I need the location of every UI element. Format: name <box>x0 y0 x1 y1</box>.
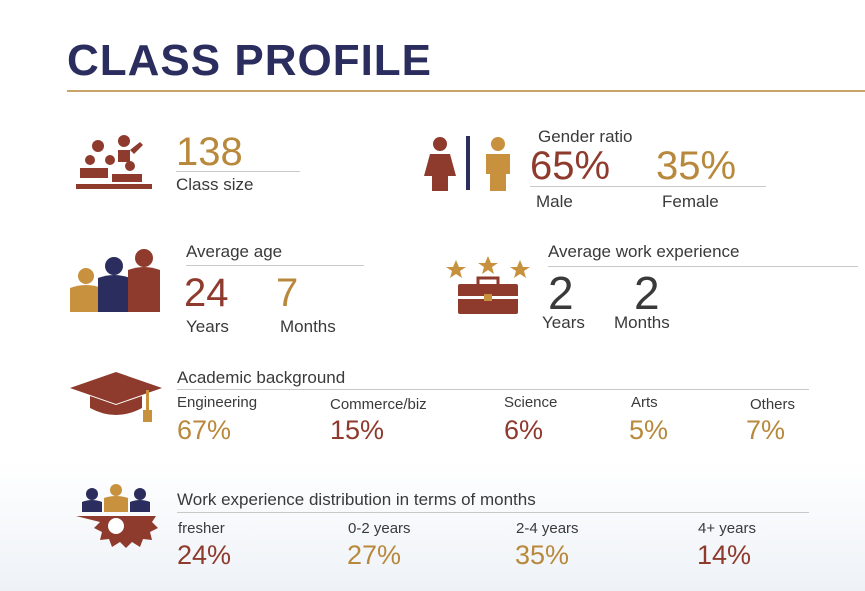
class-size-divider <box>176 171 300 172</box>
gender-icon <box>424 136 510 191</box>
work-exp-years-label: Years <box>542 313 585 332</box>
distribution-label-0-2: 0-2 years <box>348 520 411 537</box>
distribution-value-4plus: 14% <box>697 540 752 570</box>
distribution-heading: Work experience distribution in terms of… <box>177 490 536 509</box>
gender-heading: Gender ratio <box>538 127 633 146</box>
age-divider <box>186 265 364 266</box>
age-months-label: Months <box>280 317 336 336</box>
distribution-label-4plus: 4+ years <box>698 520 756 537</box>
distribution-value-fresher: 24% <box>177 540 232 570</box>
academic-divider <box>177 389 809 390</box>
academic-value-engineering: 67% <box>177 415 232 445</box>
class-size-value: 138 <box>176 130 243 174</box>
female-percentage: 35% <box>656 144 737 188</box>
distribution-label-fresher: fresher <box>178 520 225 537</box>
age-years-value: 24 <box>184 271 229 315</box>
work-exp-divider <box>548 266 858 267</box>
classroom-icon <box>76 135 152 189</box>
gender-divider <box>530 186 766 187</box>
male-percentage: 65% <box>530 144 611 188</box>
family-icon <box>70 249 160 312</box>
age-heading: Average age <box>186 242 283 261</box>
academic-label-arts: Arts <box>631 394 658 411</box>
class-size-label: Class size <box>176 175 254 194</box>
work-exp-months-label: Months <box>614 313 670 332</box>
academic-label-commerce: Commerce/biz <box>330 396 427 413</box>
age-years-label: Years <box>186 317 229 336</box>
distribution-value-0-2: 27% <box>347 540 402 570</box>
academic-value-science: 6% <box>504 415 544 445</box>
female-label: Female <box>662 192 719 211</box>
male-label: Male <box>536 192 573 211</box>
graduation-cap-icon <box>70 372 162 422</box>
work-exp-heading: Average work experience <box>548 242 740 261</box>
distribution-value-2-4: 35% <box>515 540 570 570</box>
academic-value-others: 7% <box>746 415 786 445</box>
page-title: CLASS PROFILE <box>67 36 433 85</box>
work-exp-years-value: 2 <box>548 267 574 319</box>
age-months-value: 7 <box>276 271 299 315</box>
team-gear-icon <box>76 484 158 548</box>
academic-label-engineering: Engineering <box>177 394 258 411</box>
distribution-label-2-4: 2-4 years <box>516 520 579 537</box>
title-divider <box>67 90 865 92</box>
academic-label-science: Science <box>504 394 558 411</box>
academic-heading: Academic background <box>177 368 346 387</box>
distribution-divider <box>177 512 809 513</box>
briefcase-stars-icon <box>446 256 530 314</box>
work-exp-months-value: 2 <box>634 267 660 319</box>
academic-value-commerce: 15% <box>330 415 385 445</box>
academic-value-arts: 5% <box>629 415 669 445</box>
academic-label-others: Others <box>750 396 796 413</box>
